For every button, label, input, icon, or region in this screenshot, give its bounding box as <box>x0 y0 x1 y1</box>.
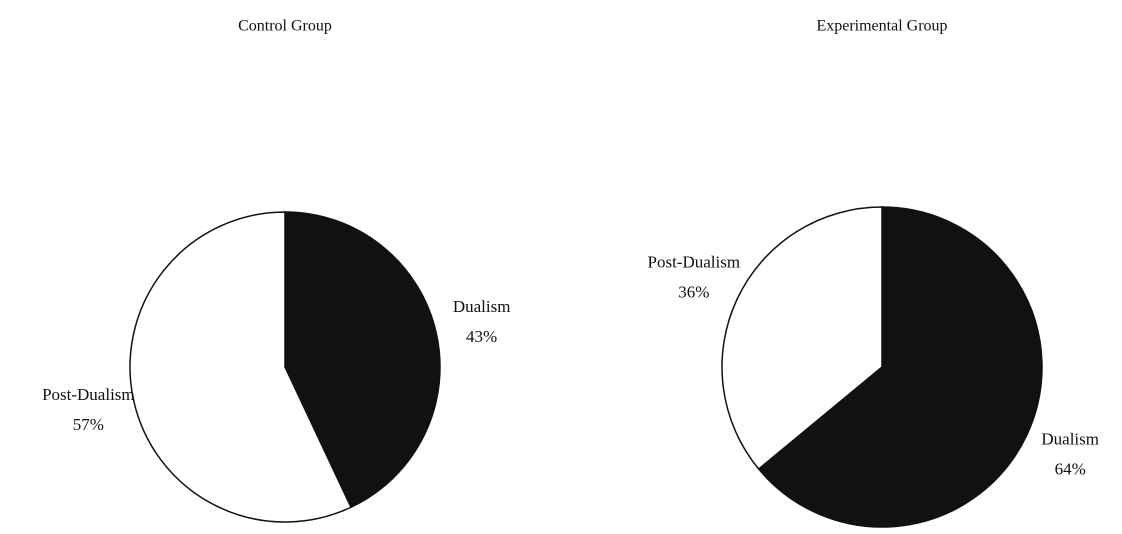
chart-title: Control Group <box>238 18 332 35</box>
value-label: 43% <box>466 327 497 346</box>
slice-label: Post-Dualism <box>42 385 135 404</box>
value-label: 36% <box>678 282 709 301</box>
pie-slice <box>129 211 352 523</box>
value-label: 57% <box>73 415 104 434</box>
slice-label: Dualism <box>1041 429 1099 448</box>
pie-slice <box>757 206 1043 528</box>
chart-title: Experimental Group <box>816 18 947 35</box>
value-label: 64% <box>1055 459 1086 478</box>
pie-slice <box>284 211 441 509</box>
slice-label: Dualism <box>453 297 511 316</box>
slice-label: Post-Dualism <box>648 252 741 271</box>
pie-slice <box>721 206 883 471</box>
